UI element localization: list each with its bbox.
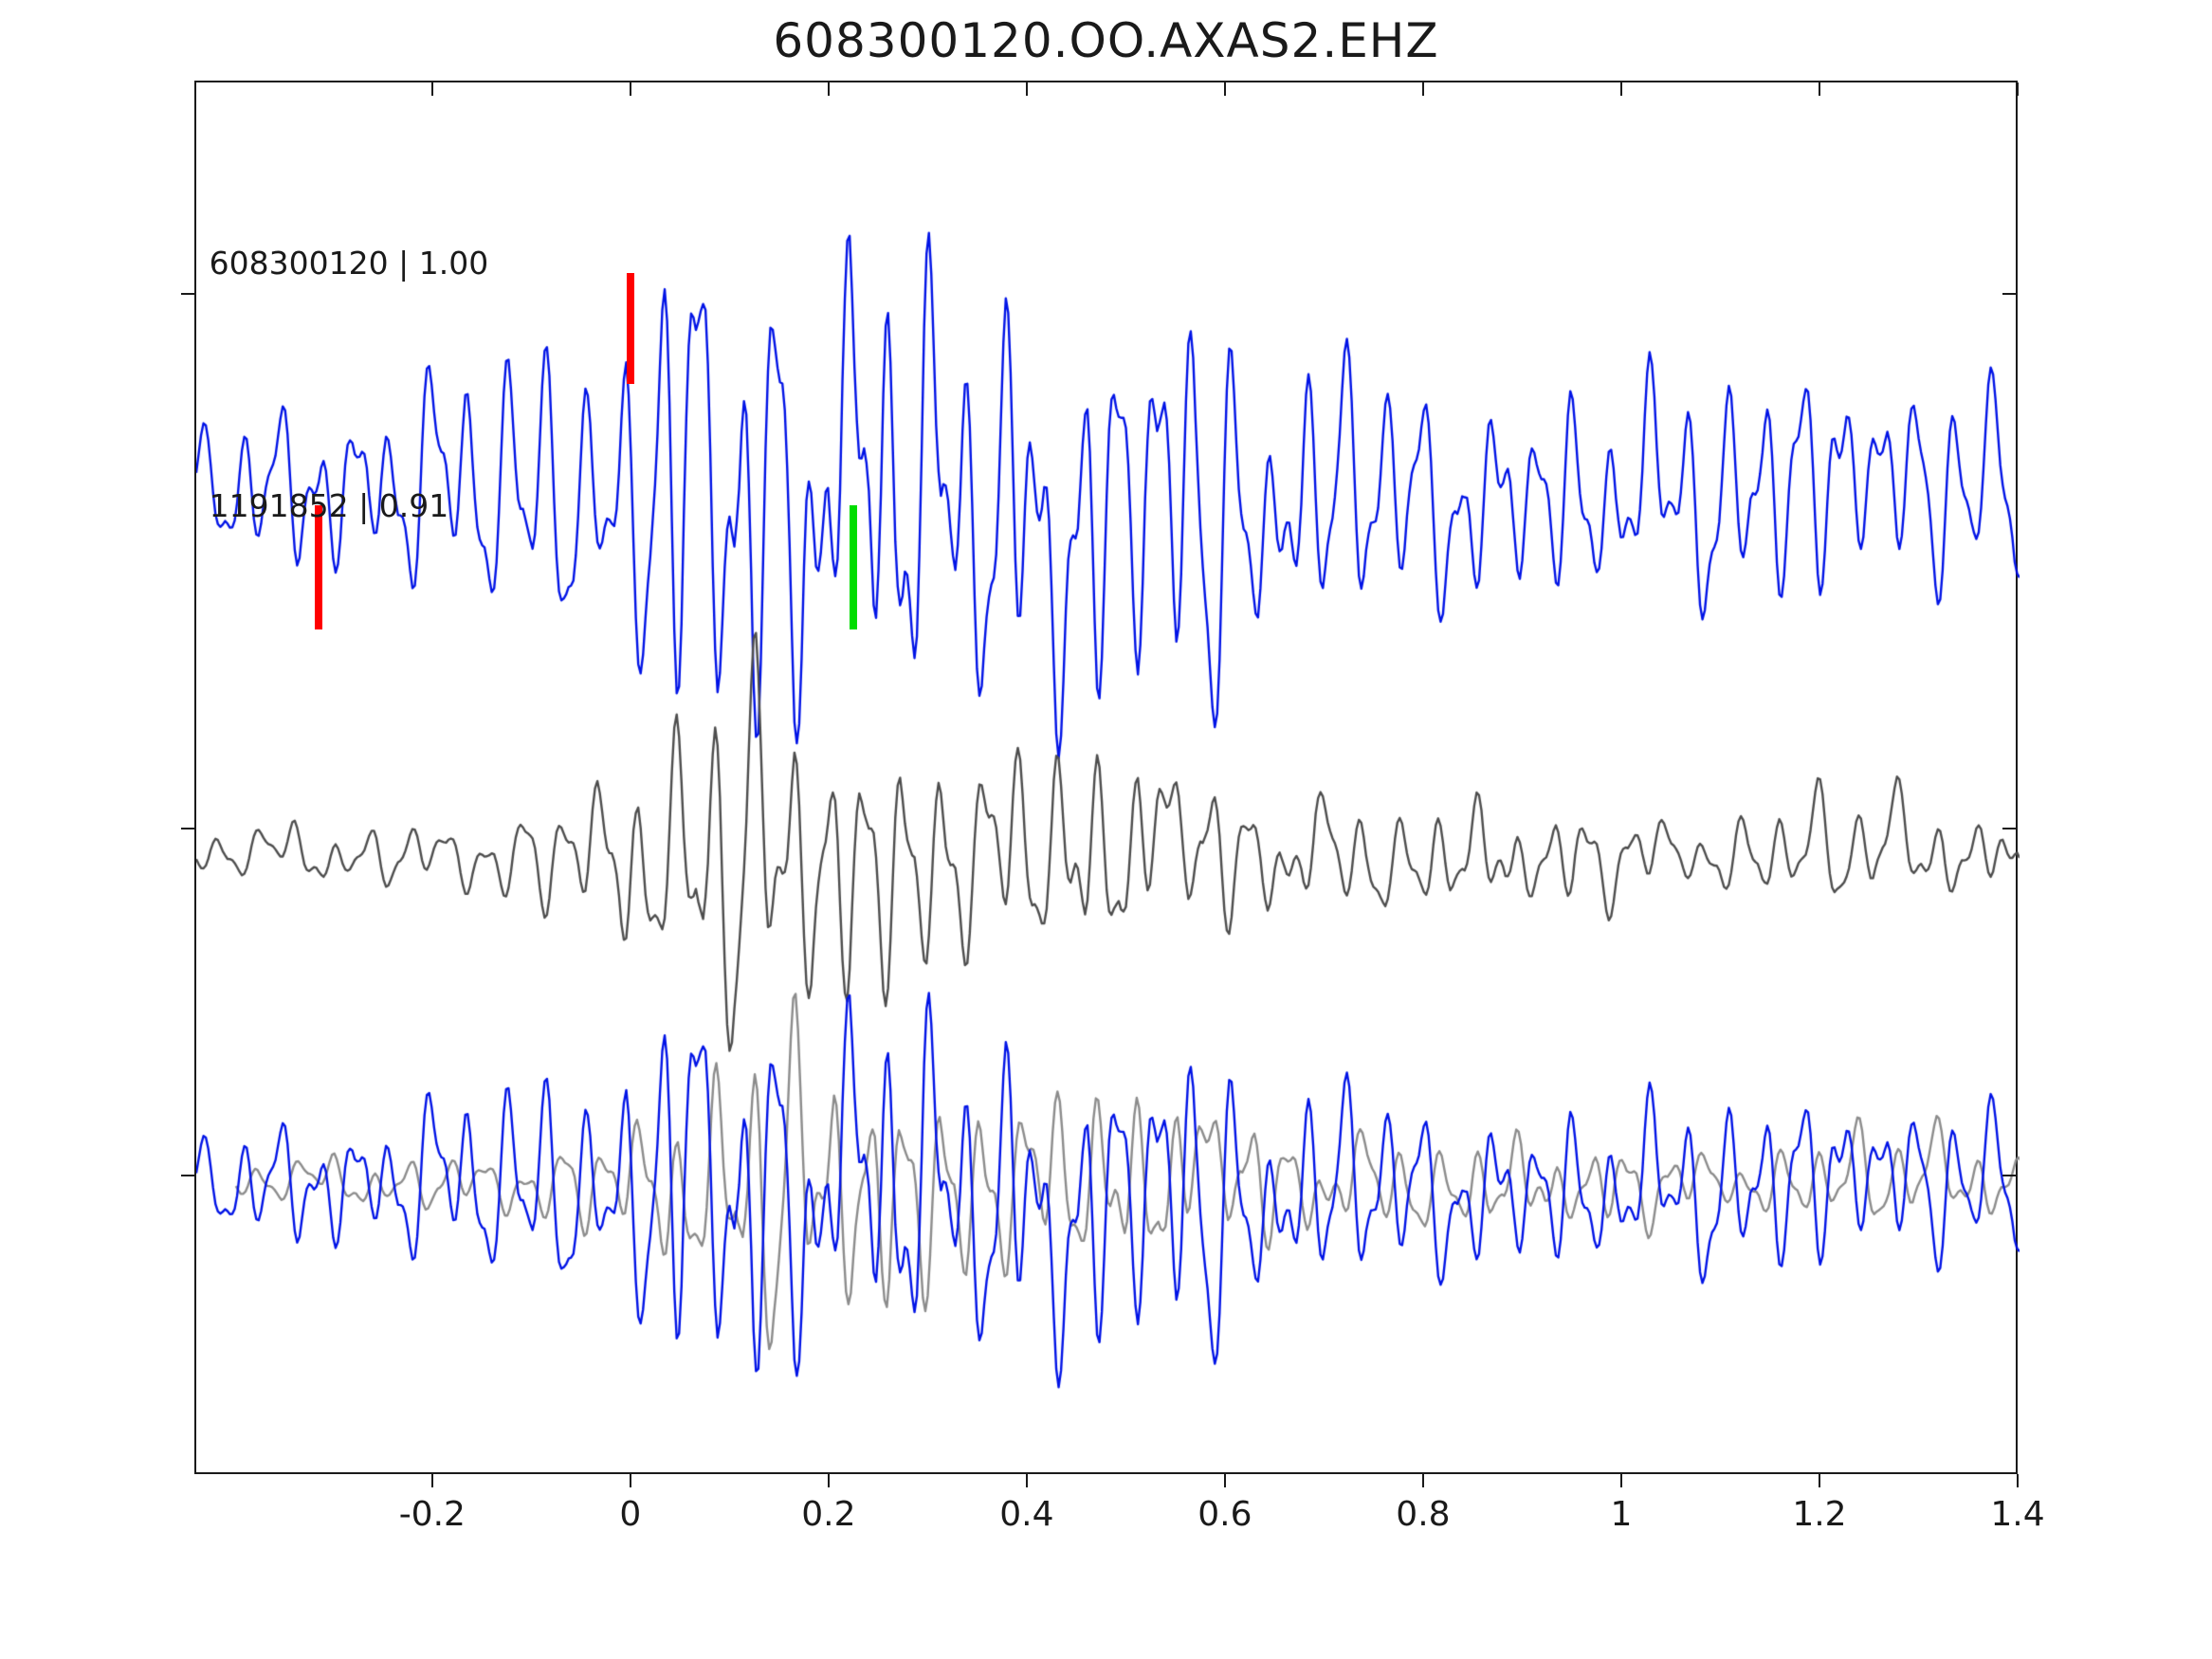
x-tick-label: 0.8 [1396,1495,1451,1534]
pick-trace2-red-marker [314,505,322,630]
x-axis-tick-bottom [827,1474,830,1487]
x-axis-tick-bottom [629,1474,631,1487]
x-axis-tick-bottom [1818,1474,1820,1487]
chart-title: 608300120.OO.AXAS2.EHZ [773,13,1439,68]
x-axis-tick-bottom [2017,1474,2019,1487]
y-axis-tick-left [181,1175,194,1177]
x-axis-tick-top [1421,82,1424,96]
x-axis-tick-top [2017,82,2019,96]
plot-area [194,81,2020,1476]
x-axis-tick-bottom [1421,1474,1424,1487]
trace2-label: 1191852 | 0.91 [209,487,449,525]
y-axis-tick-right [2002,1175,2016,1177]
x-tick-label: 1.4 [1990,1495,2045,1534]
pick-trace2-green-marker [849,505,857,630]
x-axis-tick-top [1619,82,1622,96]
x-tick-label: 1.2 [1792,1495,1847,1534]
x-axis-tick-top [1223,82,1226,96]
x-axis-tick-bottom [1025,1474,1028,1487]
waveform-canvas [196,82,2020,1476]
pick-trace1-red-marker [626,272,634,385]
x-axis-tick-top [1025,82,1028,96]
x-axis-tick-bottom [1619,1474,1622,1487]
x-axis-tick-bottom [430,1474,433,1487]
y-axis-tick-left [181,828,194,830]
x-axis-tick-top [1818,82,1820,96]
x-tick-label: 0.6 [1197,1495,1252,1534]
y-axis-tick-left [181,292,194,295]
trace1-label: 608300120 | 1.00 [209,245,489,283]
x-axis-tick-bottom [1223,1474,1226,1487]
x-tick-label: 0.2 [801,1495,856,1534]
y-axis-tick-right [2002,828,2016,830]
x-tick-label: 0.4 [999,1495,1054,1534]
y-axis-tick-right [2002,292,2016,295]
x-tick-label: 1 [1610,1495,1633,1534]
x-tick-label: -0.2 [398,1495,466,1534]
x-axis-tick-top [430,82,433,96]
x-axis-tick-top [827,82,830,96]
x-tick-label: 0 [619,1495,642,1534]
x-axis-tick-top [629,82,631,96]
